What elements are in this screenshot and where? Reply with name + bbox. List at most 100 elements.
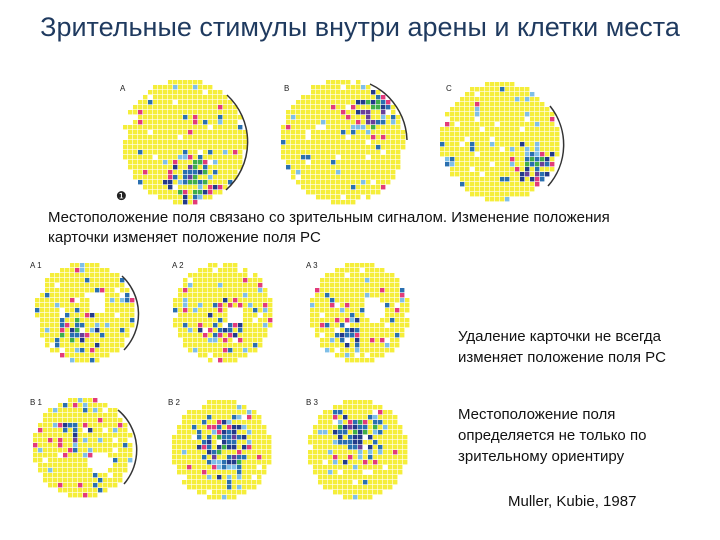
rate-pixel — [158, 100, 163, 105]
rate-pixel — [346, 105, 351, 110]
rate-pixel — [193, 135, 198, 140]
rate-pixel — [358, 400, 363, 405]
rate-pixel — [351, 160, 356, 165]
rate-pixel — [103, 433, 108, 438]
rate-pixel — [535, 102, 540, 107]
rate-pixel — [340, 288, 345, 293]
rate-pixel — [65, 288, 70, 293]
rate-pixel — [358, 470, 363, 475]
rate-pixel — [198, 298, 203, 303]
rate-pixel — [75, 313, 80, 318]
rate-pixel — [253, 308, 258, 313]
rate-pixel — [480, 102, 485, 107]
rate-pixel — [85, 323, 90, 328]
rate-pixel — [35, 318, 40, 323]
rate-pixel — [353, 445, 358, 450]
rate-pixel — [243, 278, 248, 283]
rate-pixel — [388, 475, 393, 480]
rate-pixel — [212, 430, 217, 435]
rate-pixel — [188, 283, 193, 288]
rate-pixel — [58, 473, 63, 478]
rate-pixel — [232, 445, 237, 450]
rate-pixel — [323, 460, 328, 465]
rate-pixel — [208, 298, 213, 303]
rate-pixel — [301, 155, 306, 160]
rate-pixel — [192, 415, 197, 420]
rate-pixel — [373, 430, 378, 435]
rate-pixel — [153, 120, 158, 125]
rate-pixel — [376, 115, 381, 120]
rate-pixel — [50, 298, 55, 303]
rate-pixel — [75, 323, 80, 328]
rate-pixel — [207, 415, 212, 420]
rate-pixel — [325, 308, 330, 313]
rate-pixel — [187, 410, 192, 415]
rate-pixel — [198, 170, 203, 175]
rate-pixel — [376, 150, 381, 155]
rate-pixel — [515, 167, 520, 172]
rate-pixel — [400, 303, 405, 308]
rate-pixel — [213, 328, 218, 333]
rate-pixel — [203, 333, 208, 338]
rate-pixel — [105, 328, 110, 333]
rate-pixel — [207, 450, 212, 455]
rate-pixel — [88, 413, 93, 418]
rate-pixel — [262, 445, 267, 450]
rate-pixel — [55, 318, 60, 323]
rate-pixel — [208, 308, 213, 313]
rate-pixel — [368, 455, 373, 460]
rate-pixel — [366, 85, 371, 90]
rate-pixel — [351, 140, 356, 145]
rate-pixel — [455, 147, 460, 152]
rate-pixel — [460, 122, 465, 127]
rate-pixel — [323, 465, 328, 470]
rate-pixel — [198, 175, 203, 180]
rate-pixel — [555, 147, 560, 152]
rate-pixel — [253, 313, 258, 318]
rate-pixel — [202, 405, 207, 410]
rate-pixel — [178, 288, 183, 293]
rate-pixel — [348, 440, 353, 445]
rate-pixel — [381, 140, 386, 145]
rate-pixel — [262, 435, 267, 440]
rate-pixel — [43, 428, 48, 433]
rate-pixel — [495, 132, 500, 137]
rate-pixel — [85, 343, 90, 348]
rate-pixel — [520, 127, 525, 132]
rate-pixel — [233, 268, 238, 273]
rate-pixel — [238, 125, 243, 130]
rate-pixel — [325, 298, 330, 303]
rate-pixel — [187, 425, 192, 430]
rate-pixel — [520, 152, 525, 157]
rate-pixel — [505, 162, 510, 167]
rate-pixel — [296, 160, 301, 165]
rate-pixel — [183, 125, 188, 130]
rate-pixel — [375, 273, 380, 278]
rate-pixel — [365, 283, 370, 288]
rate-pixel — [108, 473, 113, 478]
rate-pixel — [198, 95, 203, 100]
rate-pixel — [550, 117, 555, 122]
rate-pixel — [45, 338, 50, 343]
rate-pixel — [320, 288, 325, 293]
rate-pixel — [207, 400, 212, 405]
rate-pixel — [242, 465, 247, 470]
rate-pixel — [98, 403, 103, 408]
rate-pixel — [115, 313, 120, 318]
rate-pixel — [257, 455, 262, 460]
firing-map-circle — [440, 82, 560, 202]
rate-pixel — [365, 318, 370, 323]
rate-pixel — [316, 100, 321, 105]
rate-pixel — [168, 155, 173, 160]
rate-pixel — [360, 263, 365, 268]
rate-pixel — [500, 187, 505, 192]
rate-pixel — [262, 460, 267, 465]
rate-pixel — [360, 338, 365, 343]
rate-pixel — [381, 110, 386, 115]
rate-pixel — [178, 115, 183, 120]
rate-pixel — [80, 268, 85, 273]
rate-pixel — [128, 438, 133, 443]
rate-pixel — [520, 137, 525, 142]
rate-pixel — [93, 408, 98, 413]
rate-pixel — [401, 135, 406, 140]
